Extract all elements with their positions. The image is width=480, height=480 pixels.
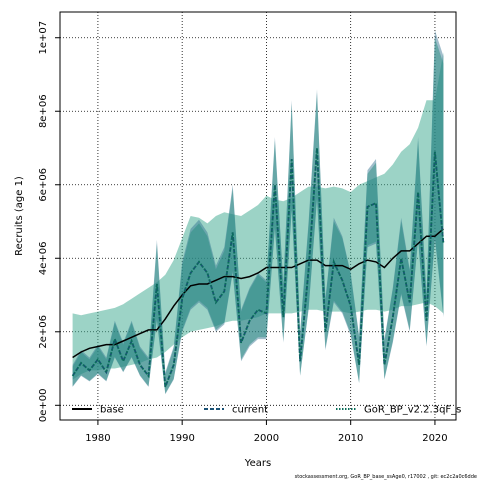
series-lines xyxy=(71,147,445,388)
x-tick-label: 1990 xyxy=(169,433,194,444)
legend-label-3: GoR_BP_v2.2.3qF_s xyxy=(364,405,461,416)
ci-band-3 xyxy=(72,37,444,394)
legend-label-2: current xyxy=(232,405,268,416)
y-tick-label: 6e+06 xyxy=(38,168,49,202)
series-line-1 xyxy=(72,228,444,359)
ci-band-1 xyxy=(72,52,444,380)
plot-frame xyxy=(59,11,457,421)
x-tick-label: 1980 xyxy=(85,433,110,444)
footer-credit: stockassessment.org, GoR_BP_base_ssAge0,… xyxy=(295,474,477,480)
x-tick-label: 2000 xyxy=(254,433,279,444)
y-tick-label: 4e+06 xyxy=(38,241,49,275)
legend: base current GoR_BP_v2.2.3qF_s xyxy=(72,405,461,416)
x-tick-label: 2010 xyxy=(338,433,363,444)
y-tick-label: 8e+06 xyxy=(38,94,49,128)
x-tick-label: 2020 xyxy=(422,433,447,444)
y-tick-label: 0e+00 xyxy=(38,388,49,422)
y-axis-title: Recruits (age 1) xyxy=(14,176,25,256)
y-tick-label: 2e+06 xyxy=(38,315,49,349)
y-tick-label: 1e+07 xyxy=(38,21,49,55)
x-axis-title: Years xyxy=(244,458,271,469)
legend-label-1: base xyxy=(100,405,124,416)
axes: 1980 1990 2000 2010 2020 0e+00 2e+06 4e+06 6e+06… xyxy=(38,21,448,444)
